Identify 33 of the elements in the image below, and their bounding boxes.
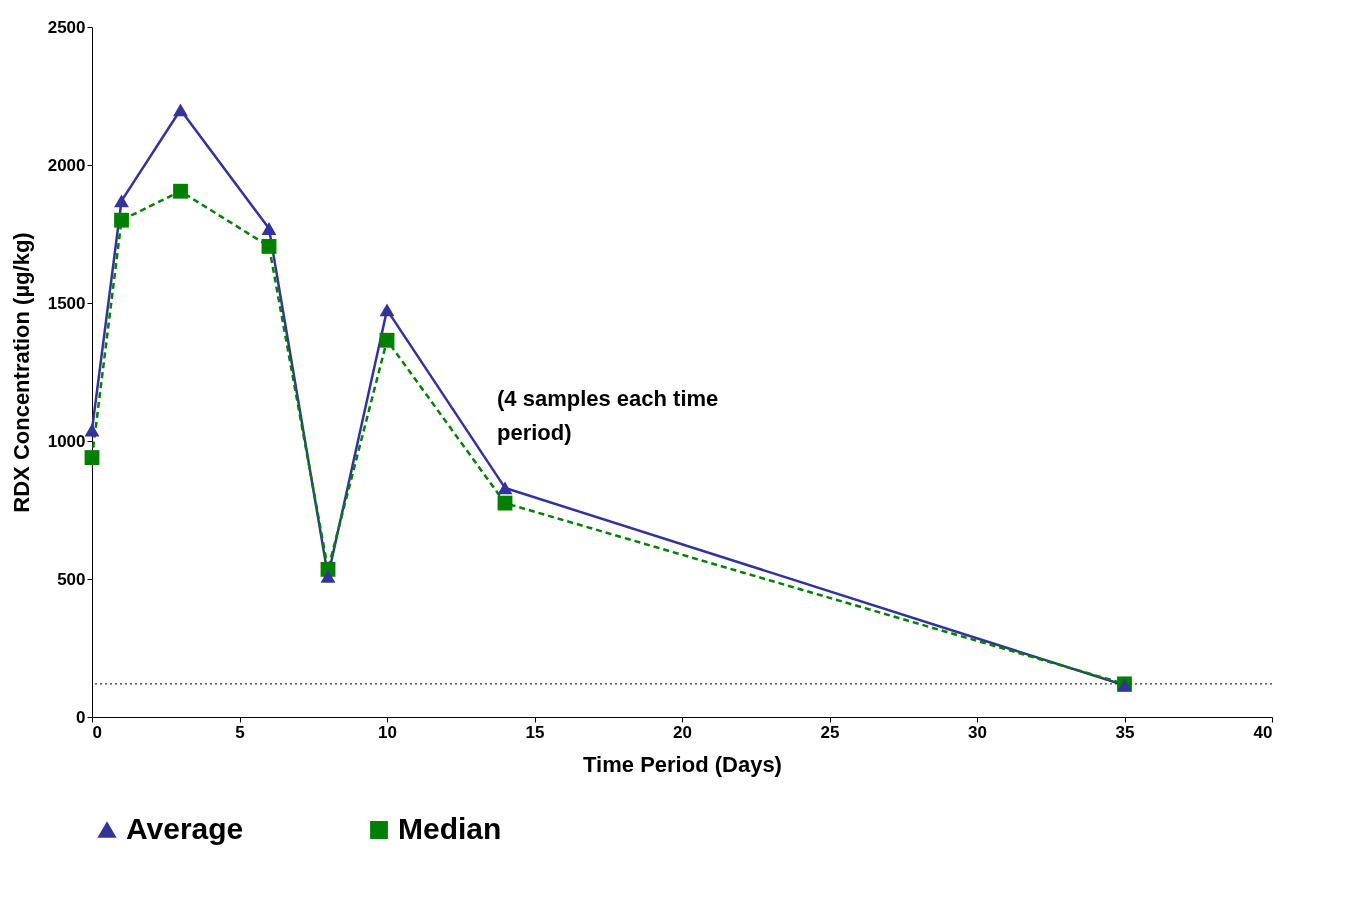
x-tick-label: 5 bbox=[235, 722, 245, 742]
point bbox=[114, 212, 129, 228]
point bbox=[379, 332, 395, 348]
y-tick-label: 0 bbox=[76, 707, 86, 727]
point bbox=[84, 450, 100, 465]
point bbox=[84, 423, 100, 437]
point bbox=[320, 569, 336, 583]
point bbox=[173, 183, 188, 199]
y-tick-label: 500 bbox=[57, 569, 86, 589]
x-tick-label: 20 bbox=[673, 722, 692, 742]
y-tick-label: 2500 bbox=[47, 17, 86, 37]
point bbox=[497, 495, 513, 511]
point bbox=[261, 239, 277, 254]
x-tick-label: 40 bbox=[1253, 722, 1273, 742]
y-tick-label: 2000 bbox=[47, 155, 86, 175]
x-tick-label: 15 bbox=[525, 722, 545, 742]
point bbox=[261, 222, 277, 235]
y-axis-title: RDX Concentration (µg/kg) bbox=[8, 232, 34, 513]
x-tick-label: 10 bbox=[378, 722, 397, 742]
annotation: (4 samples each time period) bbox=[497, 386, 719, 445]
x-tick-label: 35 bbox=[1115, 722, 1135, 742]
x-axis-title: Time Period (Days) bbox=[583, 751, 782, 777]
legend-label: Median bbox=[398, 812, 502, 845]
y-tick-label: 1500 bbox=[47, 293, 86, 313]
point bbox=[497, 481, 513, 495]
point bbox=[114, 194, 129, 208]
x-tick-label: 25 bbox=[820, 722, 840, 742]
x-tick-label: 30 bbox=[968, 722, 987, 742]
x-tick-label: 0 bbox=[92, 722, 102, 742]
point bbox=[173, 103, 188, 117]
point bbox=[379, 303, 395, 317]
legend-label: Average bbox=[126, 812, 244, 845]
y-tick-label: 1000 bbox=[47, 431, 86, 451]
